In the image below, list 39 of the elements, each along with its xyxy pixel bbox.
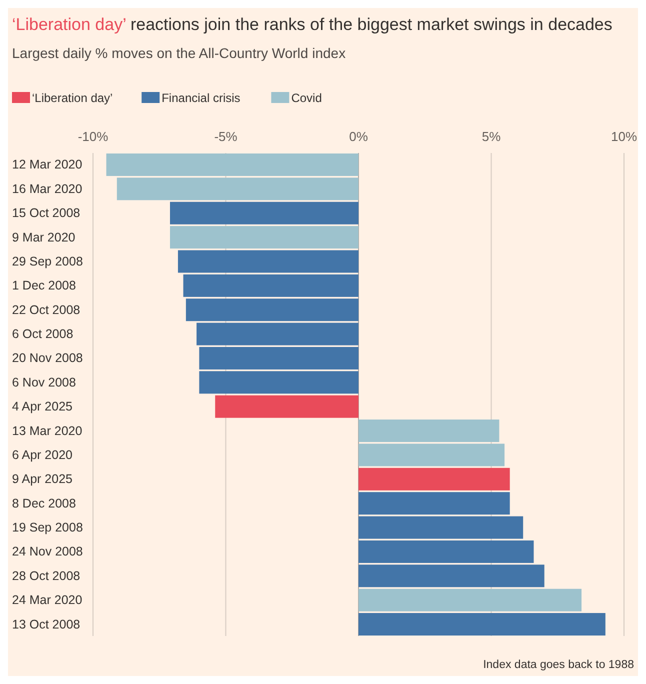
y-tick-label: 29 Sep 2008 (12, 254, 83, 268)
x-tick-label: 5% (482, 129, 502, 144)
legend-label: Financial crisis (162, 91, 240, 105)
y-tick-label: 13 Oct 2008 (12, 617, 80, 632)
bar (358, 492, 510, 515)
bar (358, 468, 510, 490)
y-tick-label: 24 Nov 2008 (12, 544, 83, 559)
y-tick-label: 16 Mar 2020 (12, 182, 82, 196)
legend-label: Covid (291, 91, 322, 105)
y-tick-label: 12 Mar 2020 (12, 158, 82, 172)
y-tick-label: 6 Oct 2008 (12, 327, 74, 342)
bar (358, 588, 582, 612)
y-tick-label: 6 Apr 2020 (12, 448, 73, 462)
x-tick-label: -10% (78, 129, 109, 144)
y-tick-label: 15 Oct 2008 (12, 206, 80, 220)
x-tick-label: -5% (214, 129, 238, 144)
y-tick-label: 24 Mar 2020 (12, 593, 82, 608)
chart-title: ‘Liberation day’ reactions join the ranks of the biggest market swings in decades (12, 15, 612, 34)
x-tick-label: 10% (610, 129, 638, 144)
bar (358, 613, 606, 636)
y-tick-label: 20 Nov 2008 (12, 351, 83, 366)
bar (170, 202, 358, 224)
legend-label: ‘Liberation day’ (32, 91, 113, 105)
text: Index data goes back to 1988 (483, 659, 634, 671)
bar (170, 226, 358, 249)
y-tick-label: 8 Dec 2008 (12, 496, 76, 510)
y-tick-label: 9 Apr 2025 (12, 472, 73, 486)
bar (215, 395, 358, 418)
y-tick-label: 6 Nov 2008 (12, 375, 76, 390)
y-tick-label: 1 Dec 2008 (12, 278, 76, 293)
y-tick-label: 28 Oct 2008 (12, 568, 80, 583)
y-tick-label: 9 Mar 2020 (12, 230, 76, 244)
x-tick-label: 0% (349, 129, 368, 144)
bar (178, 250, 358, 273)
y-tick-label: 13 Mar 2020 (12, 424, 82, 438)
chart-subtitle: Largest daily % moves on the All-Country World index (12, 45, 346, 61)
y-tick-label: 19 Sep 2008 (12, 520, 83, 535)
y-tick-label: 22 Oct 2008 (12, 302, 80, 317)
y-tick-label: 4 Apr 2025 (12, 400, 73, 414)
